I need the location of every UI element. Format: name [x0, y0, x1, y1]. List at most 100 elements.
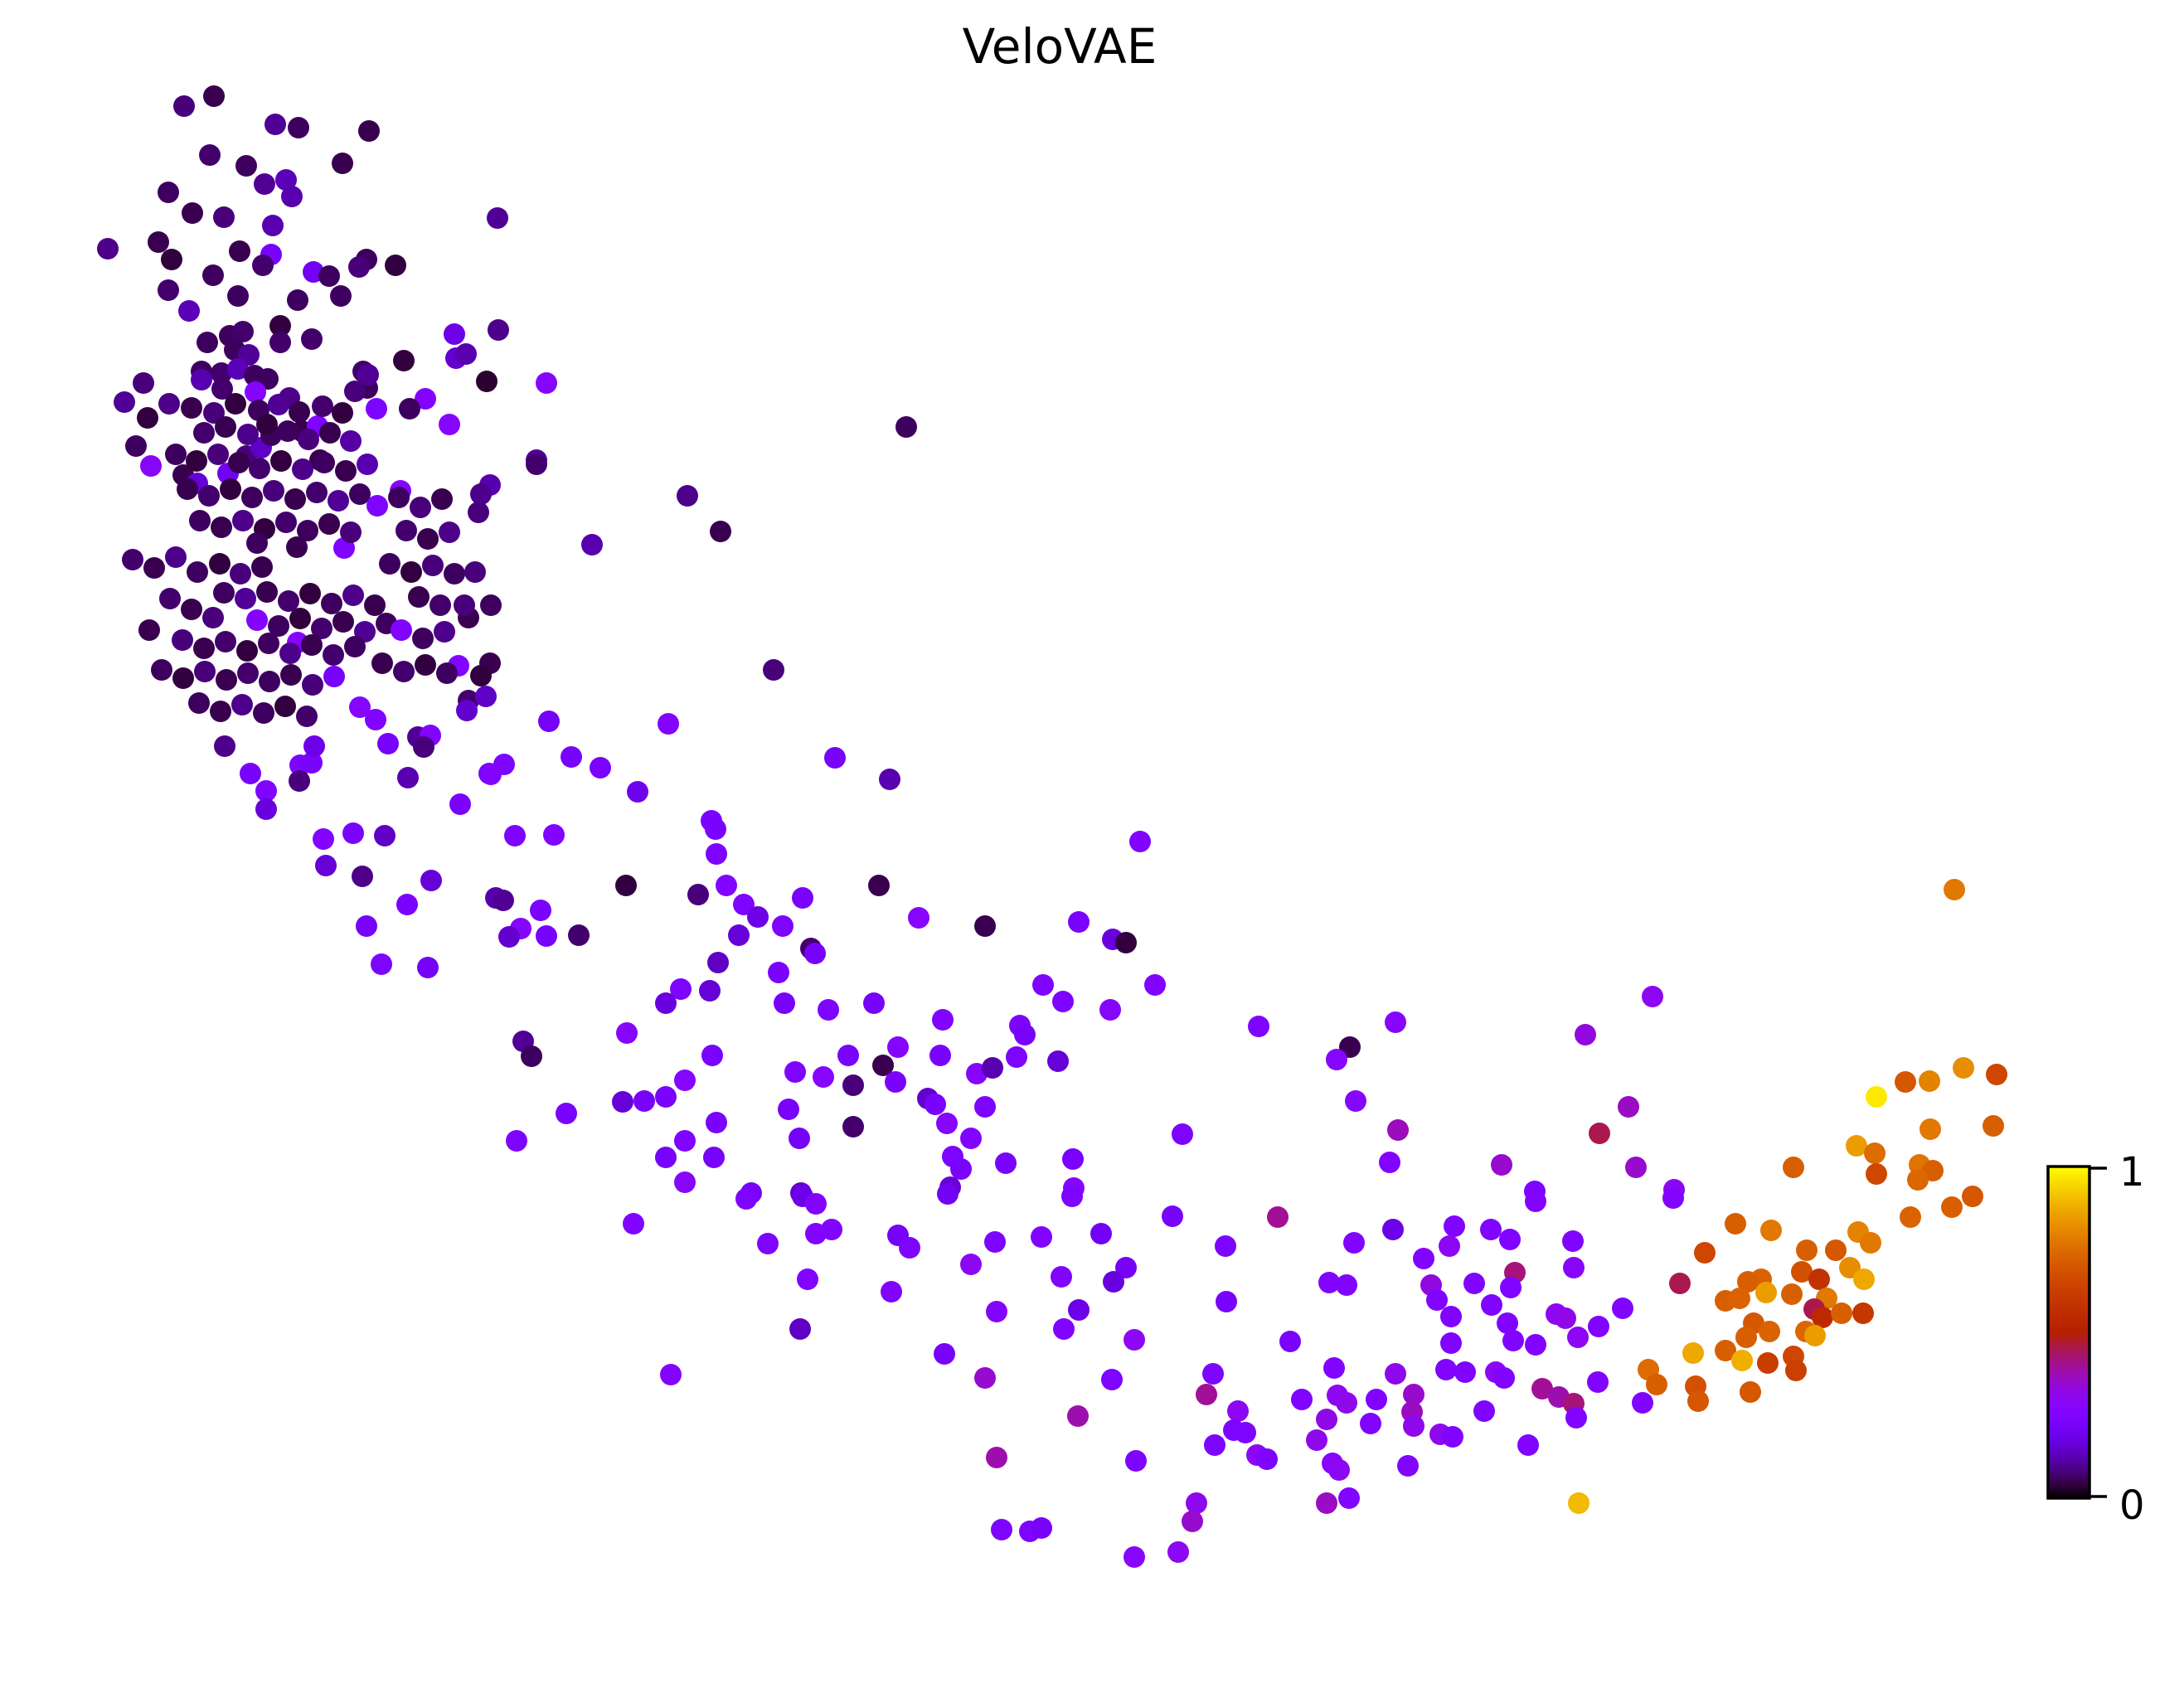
scatter-point — [235, 588, 256, 609]
scatter-point — [328, 490, 349, 512]
scatter-point — [270, 450, 292, 472]
scatter-point — [616, 1022, 638, 1044]
scatter-point — [716, 875, 737, 896]
scatter-point — [464, 561, 486, 583]
scatter-point — [627, 781, 648, 803]
scatter-point — [211, 517, 232, 538]
scatter-point — [215, 416, 236, 438]
scatter-point — [936, 1113, 958, 1134]
scatter-point — [538, 711, 560, 732]
scatter-point — [181, 599, 202, 620]
scatter-point — [1662, 1187, 1684, 1209]
scatter-point — [1379, 1152, 1400, 1173]
scatter-point — [140, 455, 162, 477]
scatter-point — [868, 875, 890, 896]
scatter-point — [1267, 1206, 1289, 1228]
scatter-point — [1499, 1229, 1521, 1250]
scatter-point — [211, 362, 232, 384]
scatter-point — [1413, 1248, 1434, 1269]
scatter-point — [332, 153, 353, 174]
scatter-point — [468, 502, 489, 523]
scatter-point — [371, 953, 392, 975]
scatter-point — [388, 487, 410, 508]
scatter-point — [1318, 1272, 1340, 1293]
scatter-point — [487, 207, 508, 229]
scatter-point — [728, 924, 750, 946]
scatter-point — [1051, 1266, 1072, 1288]
scatter-point — [430, 594, 451, 616]
scatter-point — [231, 694, 253, 715]
scatter-point — [319, 422, 341, 444]
scatter-point — [417, 957, 439, 978]
scatter-point — [188, 692, 210, 714]
scatter-point — [356, 915, 377, 937]
scatter-point — [301, 634, 323, 656]
scatter-point — [1962, 1186, 1983, 1207]
scatter-point — [366, 495, 388, 517]
scatter-point — [1316, 1492, 1337, 1514]
scatter-point — [358, 120, 380, 142]
scatter-point — [536, 372, 557, 394]
scatter-point — [159, 588, 181, 609]
scatter-point — [1235, 1422, 1256, 1443]
scatter-point — [1068, 1299, 1090, 1321]
scatter-point — [908, 907, 929, 929]
scatter-point — [227, 358, 249, 380]
scatter-point — [1172, 1123, 1193, 1145]
scatter-point — [1866, 1086, 1887, 1108]
scatter-point — [1825, 1239, 1847, 1261]
scatter-point — [289, 608, 311, 629]
scatter-point — [1115, 932, 1137, 953]
scatter-point — [763, 659, 784, 681]
scatter-point — [1500, 1277, 1522, 1298]
scatter-point — [210, 701, 231, 722]
scatter-point — [1625, 1157, 1647, 1178]
scatter-point — [1804, 1325, 1826, 1346]
scatter-point — [813, 1066, 834, 1088]
scatter-point — [286, 536, 308, 558]
scatter-point — [1382, 1219, 1404, 1240]
scatter-point — [677, 485, 698, 507]
scatter-point — [269, 315, 291, 337]
scatter-point — [929, 1045, 951, 1066]
scatter-point — [289, 401, 310, 423]
points-layer — [97, 85, 2007, 1568]
scatter-point — [393, 350, 415, 371]
scatter-point — [439, 414, 460, 435]
scatter-point — [707, 952, 729, 973]
scatter-point — [1525, 1334, 1546, 1356]
scatter-point — [207, 444, 229, 465]
scatter-point — [556, 1103, 577, 1124]
scatter-point — [420, 870, 442, 891]
scatter-point — [1612, 1298, 1633, 1319]
scatter-point — [1735, 1327, 1757, 1348]
scatter-point — [757, 1233, 779, 1254]
scatter-point — [1567, 1327, 1589, 1348]
scatter-point — [581, 534, 603, 555]
scatter-point — [211, 378, 233, 400]
scatter-point — [1444, 1215, 1465, 1237]
scatter-point — [1618, 1096, 1639, 1118]
scatter-point — [1783, 1157, 1804, 1178]
scatter-point — [413, 736, 434, 758]
scatter-point — [1124, 1329, 1145, 1351]
scatter-point — [480, 764, 502, 785]
scatter-point — [1215, 1235, 1236, 1257]
scatter-point — [1953, 1057, 1974, 1079]
scatter-point — [1517, 1434, 1539, 1456]
scatter-point — [246, 532, 268, 554]
scatter-point — [703, 1147, 725, 1168]
scatter-point — [202, 264, 224, 286]
scatter-point — [824, 747, 846, 769]
scatter-point — [313, 452, 335, 473]
scatter-point — [313, 828, 334, 850]
scatter-point — [768, 962, 789, 983]
scatter-point — [352, 866, 373, 887]
scatter-point — [1687, 1390, 1709, 1412]
scatter-point — [312, 395, 333, 417]
scatter-point — [950, 1158, 972, 1180]
scatter-point — [198, 485, 220, 507]
colorbar-max-label: 1 — [2119, 1149, 2145, 1196]
scatter-point — [178, 300, 200, 322]
scatter-point — [415, 388, 436, 410]
